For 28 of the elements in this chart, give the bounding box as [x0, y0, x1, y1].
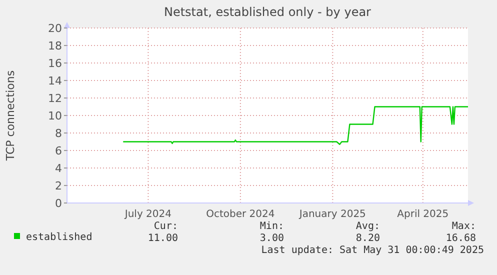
x-tick-label: July 2024 — [124, 209, 172, 220]
y-axis-title: TCP connections — [4, 70, 17, 162]
text: 11.00 — [148, 233, 178, 244]
y-tick-label: 18 — [48, 39, 62, 52]
text: 16.68 — [446, 233, 476, 244]
y-tick-label: 20 — [48, 22, 62, 35]
y-tick-label: 0 — [55, 196, 62, 210]
x-tick-label: October 2024 — [206, 209, 275, 220]
x-tick-label: January 2025 — [298, 209, 366, 220]
y-tick-label: 12 — [48, 92, 62, 105]
text: Cur: — [154, 221, 178, 232]
text: Max: — [452, 221, 476, 232]
x-tick-label: April 2025 — [397, 209, 449, 220]
y-tick-label: 2 — [55, 179, 62, 192]
text: 3.00 — [260, 233, 284, 244]
line-series — [122, 106, 469, 145]
text: 8.20 — [356, 233, 380, 244]
text: Min: — [260, 221, 284, 232]
y-tick-label: 10 — [48, 109, 62, 122]
y-tick-label: 6 — [55, 144, 62, 158]
y-tick-label: 4 — [55, 162, 62, 175]
text: Last update: Sat May 31 00:00:49 2025 — [261, 245, 484, 256]
legend-label: established — [26, 232, 92, 243]
y-tick-label: 14 — [48, 74, 62, 88]
y-tick-label: 16 — [48, 56, 62, 70]
y-tick-label: 8 — [55, 126, 62, 140]
text: Avg: — [356, 221, 380, 232]
chart-title: Netstat, established only - by year — [164, 5, 372, 19]
